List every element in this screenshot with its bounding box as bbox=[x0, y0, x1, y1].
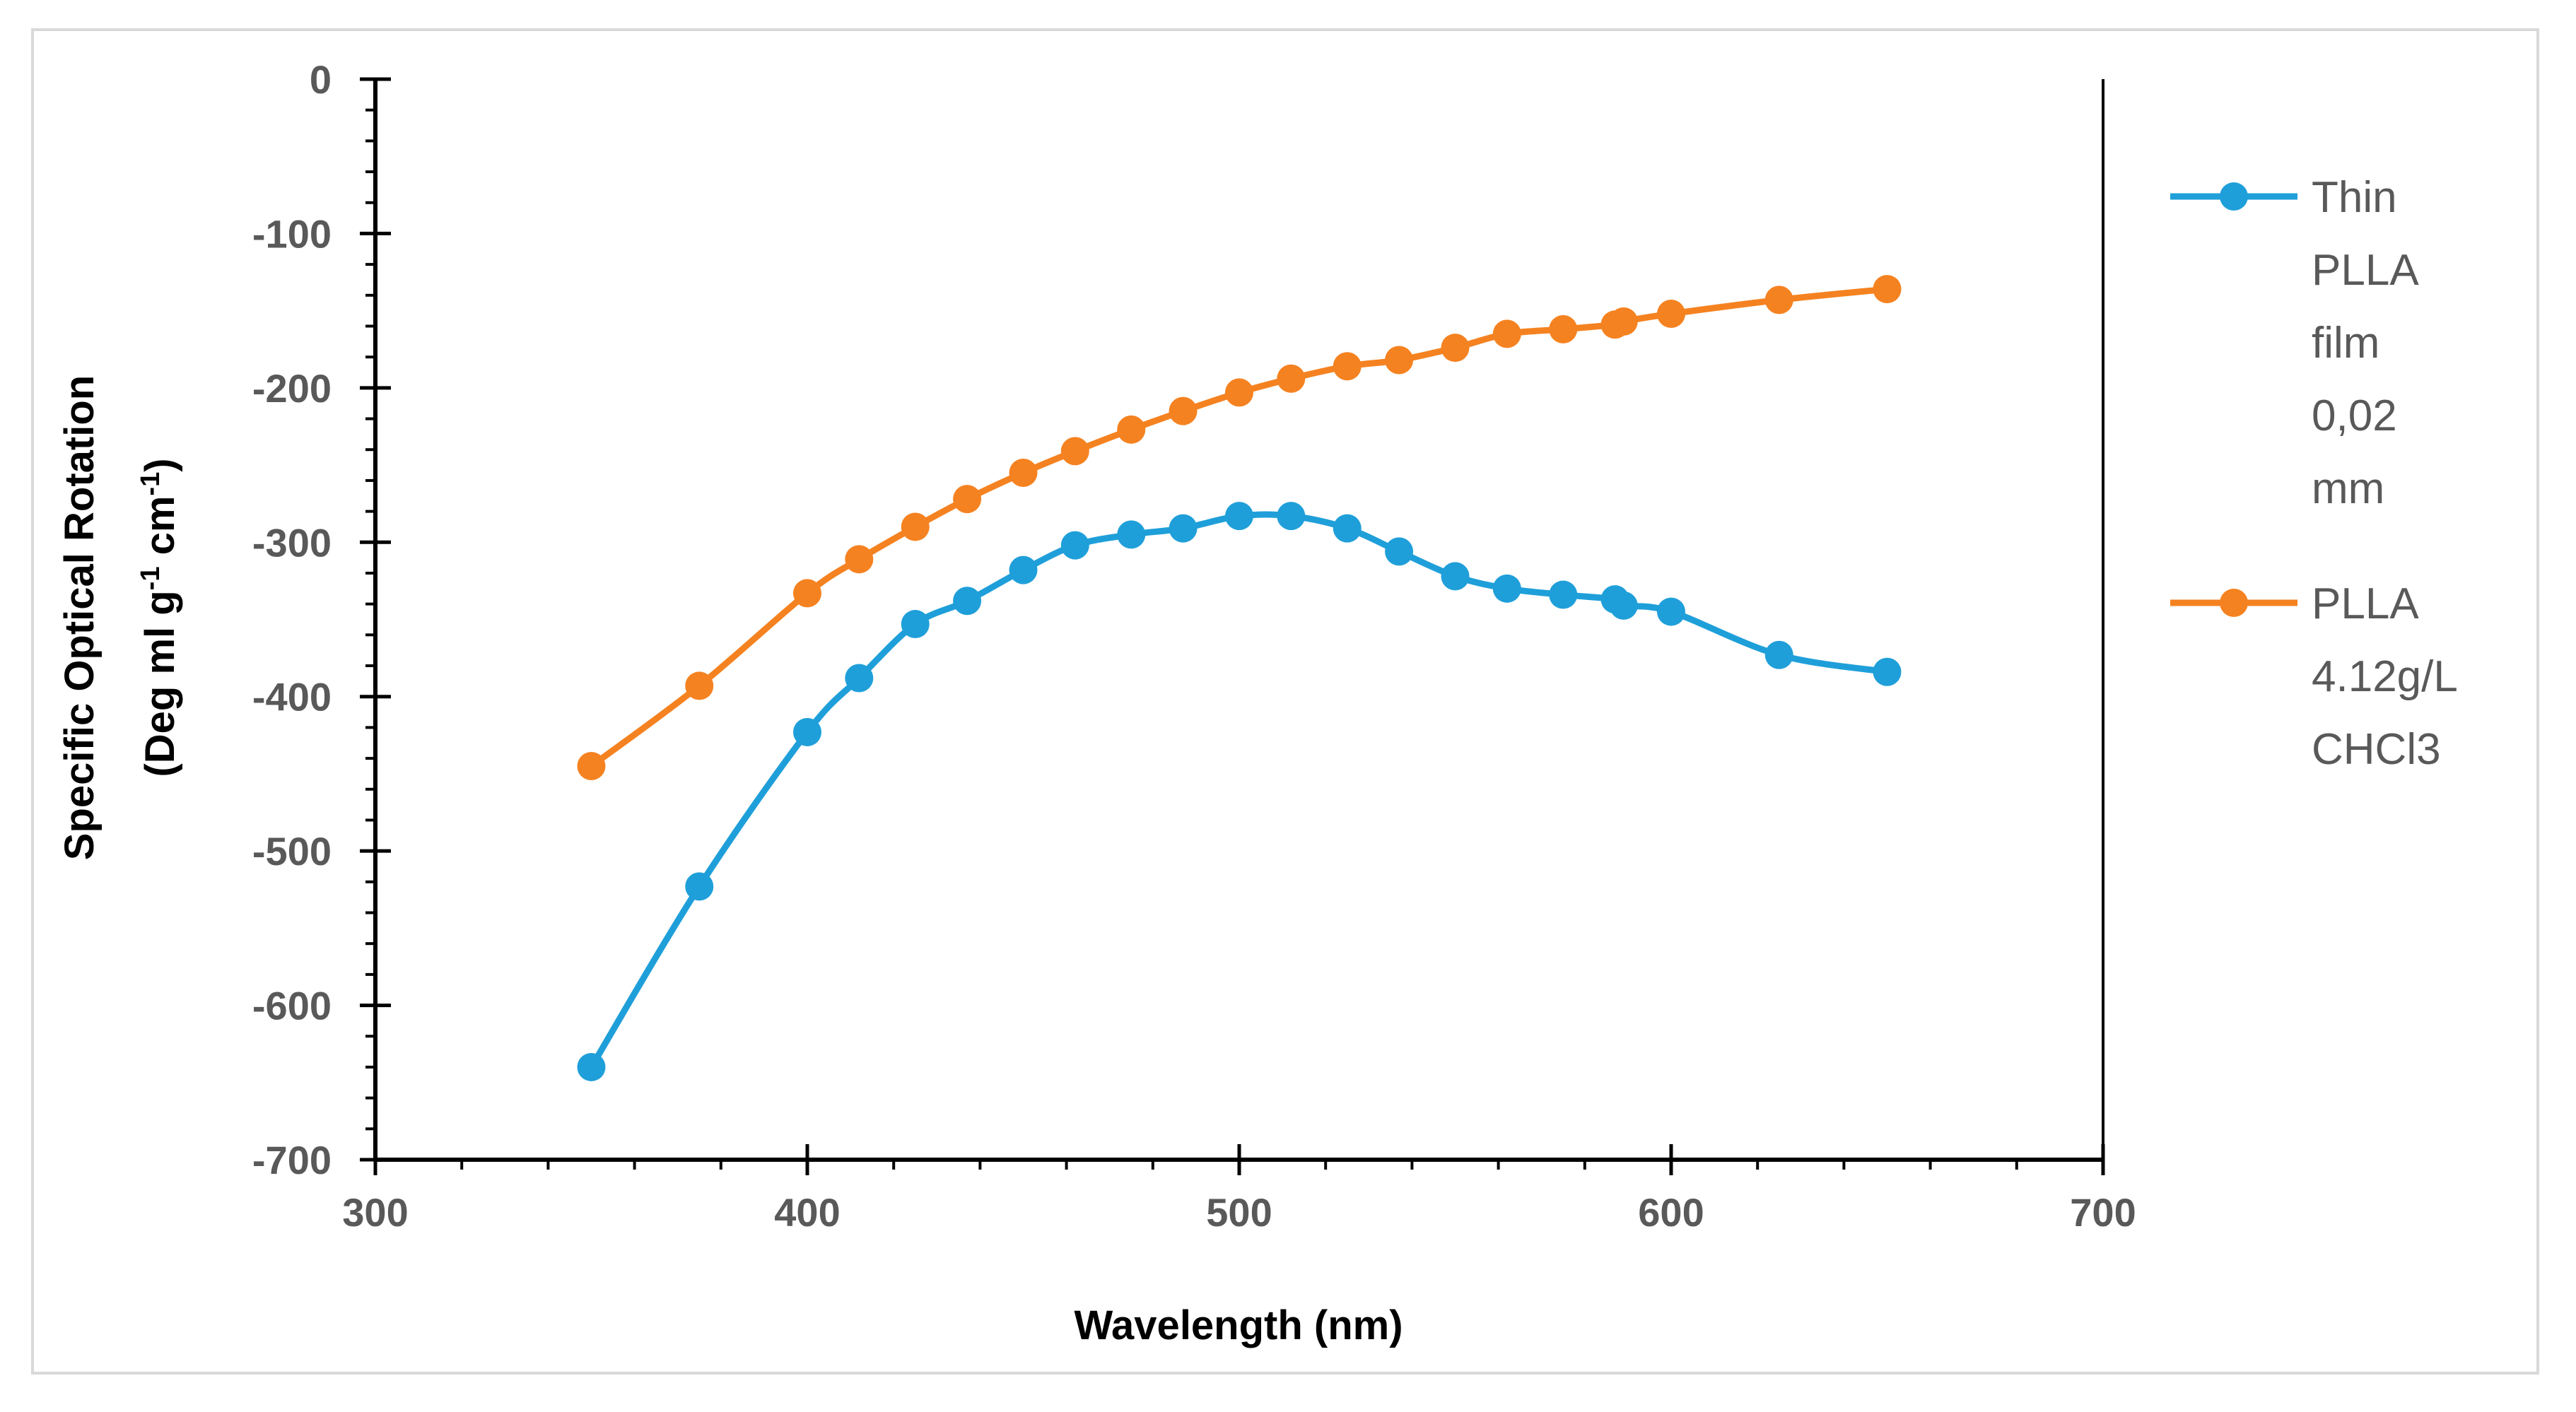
y-tick-label: -400 bbox=[252, 675, 332, 719]
data-point bbox=[1873, 657, 1902, 686]
data-point bbox=[1609, 307, 1638, 336]
legend-label: 0,02 bbox=[2312, 392, 2397, 440]
data-point bbox=[1609, 591, 1638, 620]
legend-marker bbox=[2220, 182, 2248, 211]
legend-marker bbox=[2220, 589, 2248, 617]
data-point bbox=[1873, 275, 1902, 304]
data-point bbox=[793, 579, 821, 608]
series-1 bbox=[577, 502, 1902, 1081]
series-2 bbox=[577, 275, 1902, 781]
data-point bbox=[793, 717, 821, 746]
chart-frame bbox=[31, 28, 2539, 1375]
x-tick-label: 400 bbox=[774, 1190, 840, 1235]
legend: Thin PLLA film 0,02 mm PLLA 4.12g/L CHCl3 bbox=[2170, 173, 2458, 774]
data-point bbox=[1549, 580, 1578, 609]
data-point bbox=[845, 545, 874, 574]
y-axis-title: Specific Optical Rotation bbox=[57, 375, 103, 860]
legend-item-1: Thin PLLA film 0,02 mm bbox=[2170, 173, 2419, 513]
legend-label: 4.12g/L bbox=[2312, 652, 2458, 701]
data-point bbox=[577, 752, 606, 781]
y-tick-label: -200 bbox=[252, 366, 332, 411]
data-point bbox=[901, 610, 930, 639]
data-point bbox=[1441, 562, 1470, 591]
data-point bbox=[1225, 502, 1253, 531]
data-point bbox=[1169, 514, 1198, 543]
data-point bbox=[1060, 531, 1089, 560]
x-tick-label: 300 bbox=[342, 1190, 408, 1235]
data-point bbox=[1492, 574, 1521, 603]
series-layer bbox=[577, 275, 1902, 1081]
data-point bbox=[845, 664, 874, 693]
data-point bbox=[953, 587, 982, 616]
data-point bbox=[1060, 437, 1089, 466]
data-point bbox=[1009, 458, 1038, 487]
data-point bbox=[1277, 502, 1306, 531]
data-point bbox=[1657, 300, 1685, 329]
data-point bbox=[1657, 597, 1685, 626]
data-point bbox=[1441, 334, 1470, 363]
y-axis-title-units: (Deg ml g-1 cm-1) bbox=[136, 458, 183, 777]
series-line-1 bbox=[588, 511, 1888, 1069]
data-point bbox=[1492, 319, 1521, 348]
legend-item-2: PLLA 4.12g/L CHCl3 bbox=[2170, 579, 2458, 774]
data-point bbox=[953, 485, 982, 514]
data-point bbox=[1764, 640, 1793, 669]
y-tick-label: -600 bbox=[252, 984, 332, 1028]
data-point bbox=[1764, 286, 1793, 314]
data-point bbox=[1009, 555, 1038, 584]
y-tick-label: 0 bbox=[310, 57, 332, 102]
legend-label: film bbox=[2312, 319, 2379, 367]
x-tick-label: 600 bbox=[1638, 1190, 1704, 1235]
data-point bbox=[901, 512, 930, 541]
data-point bbox=[1333, 514, 1362, 543]
data-point bbox=[1117, 520, 1146, 549]
y-tick-label: -500 bbox=[252, 829, 332, 873]
x-tick-label: 500 bbox=[1206, 1190, 1272, 1235]
x-axis-title: Wavelength (nm) bbox=[1074, 1302, 1403, 1348]
data-point bbox=[1385, 537, 1414, 566]
data-point bbox=[1277, 364, 1306, 393]
y-tick-label: -700 bbox=[252, 1138, 332, 1182]
data-point bbox=[1225, 378, 1253, 407]
legend-label: PLLA bbox=[2312, 246, 2419, 295]
legend-label: CHCl3 bbox=[2312, 725, 2441, 774]
y-tick-label: -300 bbox=[252, 520, 332, 565]
legend-label: Thin bbox=[2312, 173, 2397, 222]
data-point bbox=[1549, 314, 1578, 343]
data-point bbox=[1333, 352, 1362, 381]
data-point bbox=[1385, 346, 1414, 375]
data-point bbox=[1117, 415, 1146, 444]
legend-label: mm bbox=[2312, 464, 2384, 513]
data-point bbox=[685, 872, 714, 901]
x-tick-label: 700 bbox=[2070, 1190, 2136, 1235]
data-point bbox=[1169, 396, 1198, 425]
data-point bbox=[577, 1052, 606, 1081]
y-tick-label: -100 bbox=[252, 211, 332, 256]
data-point bbox=[685, 671, 714, 700]
legend-label: PLLA bbox=[2312, 579, 2419, 628]
